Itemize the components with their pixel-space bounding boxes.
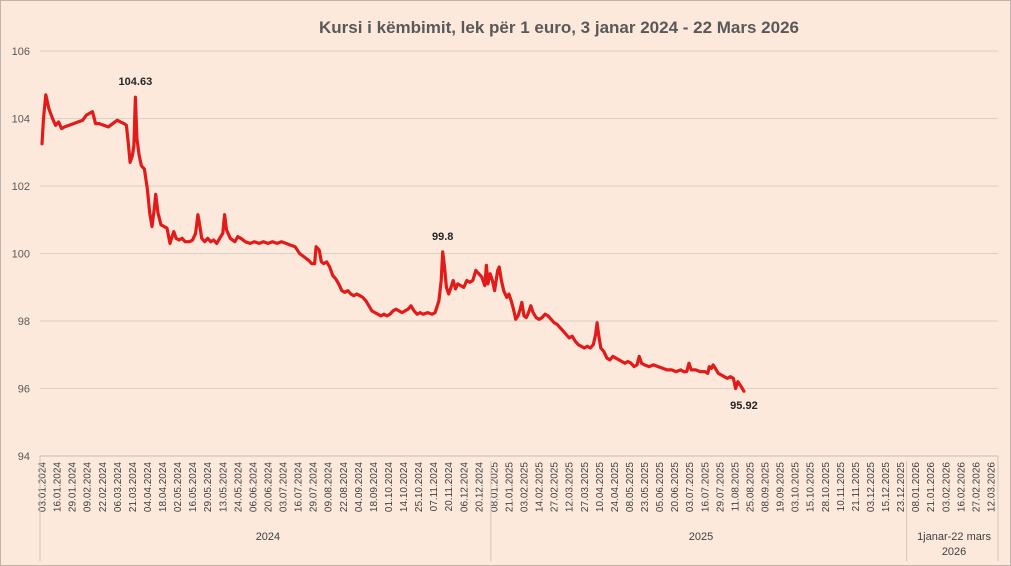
x-tick-label: 20.06.2024 xyxy=(263,462,274,512)
series-line xyxy=(40,93,746,393)
x-tick-label: 14.10.2024 xyxy=(399,462,410,512)
x-group-label: 2026 xyxy=(942,546,966,558)
x-tick-label: 09.02.2024 xyxy=(83,462,94,512)
x-tick-label: 10.04.2025 xyxy=(595,462,606,512)
x-tick-label: 02.05.2024 xyxy=(173,462,184,512)
x-tick-label: 14.02.2025 xyxy=(535,462,546,512)
x-tick-label: 24.04.2025 xyxy=(610,462,621,512)
x-tick-label: 01.10.2024 xyxy=(384,462,395,512)
data-label: 95.92 xyxy=(730,400,758,412)
x-tick-label: 23.12.2025 xyxy=(896,462,907,512)
x-tick-label: 25.10.2024 xyxy=(414,462,425,512)
x-tick-label: 16.05.2024 xyxy=(188,462,199,512)
x-tick-label: 24.05.2024 xyxy=(233,462,244,512)
x-group-label: 2025 xyxy=(689,531,713,543)
x-tick-label: 04.09.2024 xyxy=(354,462,365,512)
y-tick-label: 98 xyxy=(18,316,30,328)
x-tick-label: 06.12.2024 xyxy=(459,462,470,512)
x-tick-label: 13.05.2024 xyxy=(218,462,229,512)
x-tick-label: 15.12.2025 xyxy=(881,462,892,512)
x-axis-tick-labels: 03.01.2024 16.01.2024 29.01.2024 09.02.2024… xyxy=(38,462,998,512)
x-tick-label: 12.03.2025 xyxy=(565,462,576,512)
x-tick-label: 27.02.2025 xyxy=(550,462,561,512)
x-tick-label: 16.01.2024 xyxy=(53,462,64,512)
x-tick-label: 08.01.2025 xyxy=(489,462,500,512)
x-tick-label: 03.02.2025 xyxy=(520,462,531,512)
y-tick-label: 100 xyxy=(12,249,30,261)
data-label: 104.63 xyxy=(119,76,153,88)
x-tick-label: 15.10.2025 xyxy=(806,462,817,512)
x-tick-label: 28.10.2025 xyxy=(821,462,832,512)
x-tick-label: 08.01.2026 xyxy=(911,462,922,512)
y-tick-label: 102 xyxy=(12,181,30,193)
x-tick-label: 22.08.2024 xyxy=(339,462,350,512)
x-tick-label: 21.03.2024 xyxy=(128,462,139,512)
x-tick-label: 23.05.2025 xyxy=(640,462,651,512)
x-tick-label: 29.07.2025 xyxy=(715,462,726,512)
y-tick-label: 104 xyxy=(12,114,30,126)
x-tick-label: 03.07.2024 xyxy=(279,462,290,512)
x-tick-label: 10.11.2025 xyxy=(836,462,847,512)
x-tick-label: 03.12.2025 xyxy=(866,462,877,512)
x-tick-label: 07.11.2024 xyxy=(429,462,440,512)
x-tick-label: 20.11.2024 xyxy=(444,462,455,512)
x-tick-label: 22.02.2024 xyxy=(98,462,109,512)
grid-lines xyxy=(40,50,998,457)
x-tick-label: 03.02.2026 xyxy=(941,462,952,512)
x-tick-label: 11.08.2025 xyxy=(730,462,741,512)
x-tick-label: 09.08.2024 xyxy=(324,462,335,512)
x-tick-label: 04.04.2024 xyxy=(143,462,154,512)
x-tick-label: 16.07.2025 xyxy=(700,462,711,512)
y-axis-tick-labels: 94 96 98 100 102 104 106 xyxy=(12,46,30,463)
x-tick-label: 21.01.2025 xyxy=(504,462,515,512)
x-tick-label: 03.10.2025 xyxy=(791,462,802,512)
x-tick-label: 06.03.2024 xyxy=(113,462,124,512)
x-tick-label: 20.06.2025 xyxy=(670,462,681,512)
y-tick-label: 96 xyxy=(18,384,30,396)
x-axis-year-groups: 2024 2025 1janar-22 mars 2026 xyxy=(39,456,999,561)
x-tick-label: 16.07.2024 xyxy=(294,462,305,512)
x-tick-label: 19.09.2025 xyxy=(776,462,787,512)
x-tick-label: 03.07.2025 xyxy=(685,462,696,512)
x-tick-label: 29.07.2024 xyxy=(309,462,320,512)
x-group-label: 1janar-22 mars xyxy=(917,531,991,543)
x-tick-label: 27.02.2026 xyxy=(971,462,982,512)
x-tick-label: 08.09.2025 xyxy=(761,462,772,512)
x-tick-label: 12.03.2026 xyxy=(986,462,997,512)
x-tick-label: 05.06.2025 xyxy=(655,462,666,512)
x-tick-label: 29.05.2024 xyxy=(203,462,214,512)
x-tick-label: 21.11.2025 xyxy=(851,462,862,512)
chart-title: Kursi i këmbimit, lek për 1 euro, 3 jana… xyxy=(319,18,799,37)
x-group-label: 2024 xyxy=(256,531,280,543)
x-tick-label: 16.02.2026 xyxy=(956,462,967,512)
series-layer xyxy=(40,93,746,393)
y-tick-label: 94 xyxy=(18,451,30,463)
x-tick-label: 18.04.2024 xyxy=(158,462,169,512)
x-tick-label: 20.12.2024 xyxy=(474,462,485,512)
data-label: 99.8 xyxy=(432,231,453,243)
y-tick-label: 106 xyxy=(12,46,30,58)
x-tick-label: 25.08.2025 xyxy=(745,462,756,512)
x-tick-label: 18.09.2024 xyxy=(369,462,380,512)
data-labels: 104.63 99.8 95.92 xyxy=(119,76,758,412)
x-tick-label: 06.06.2024 xyxy=(248,462,259,512)
x-tick-label: 21.01.2026 xyxy=(926,462,937,512)
x-tick-label: 27.03.2025 xyxy=(580,462,591,512)
x-tick-label: 29.01.2024 xyxy=(68,462,79,512)
x-tick-label: 03.01.2024 xyxy=(38,462,49,512)
x-tick-label: 08.05.2025 xyxy=(625,462,636,512)
